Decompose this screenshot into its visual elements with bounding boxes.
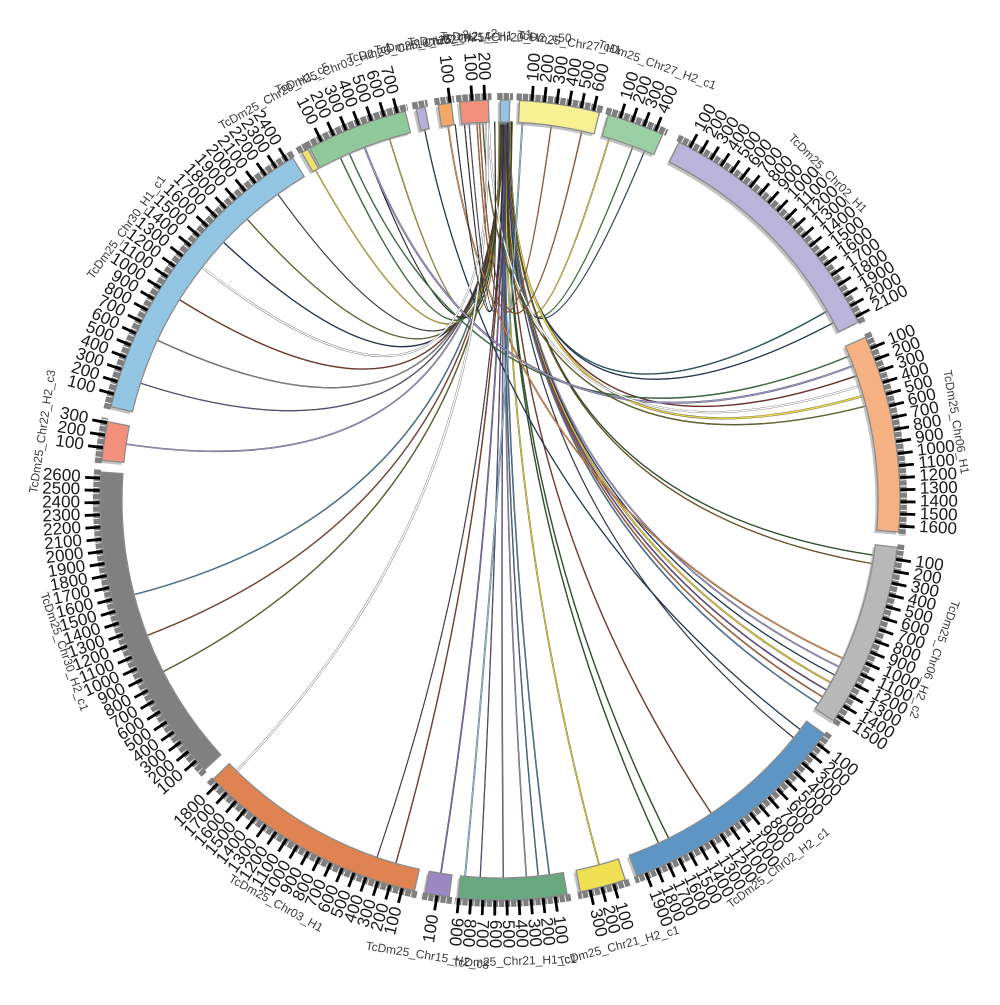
svg-text:1600: 1600 [919,517,958,538]
svg-text:2600: 2600 [42,465,81,486]
svg-text:200: 200 [474,52,494,81]
svg-text:900: 900 [445,917,467,947]
svg-text:100: 100 [436,54,458,85]
